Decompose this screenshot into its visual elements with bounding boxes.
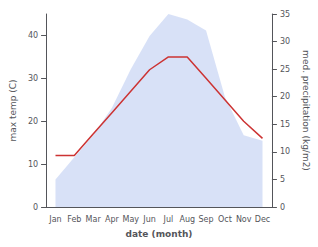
svg-text:35: 35	[280, 10, 290, 19]
svg-text:Dec: Dec	[255, 215, 270, 224]
svg-text:0: 0	[33, 203, 38, 212]
svg-text:15: 15	[280, 120, 290, 129]
svg-text:10: 10	[280, 147, 290, 156]
svg-text:30: 30	[280, 37, 290, 46]
svg-text:20: 20	[280, 92, 290, 101]
svg-text:Jan: Jan	[48, 215, 61, 224]
svg-text:Oct: Oct	[218, 215, 232, 224]
svg-text:med. precipitation (kg/m2): med. precipitation (kg/m2)	[301, 50, 311, 171]
svg-text:40: 40	[28, 31, 38, 40]
svg-text:max temp (C): max temp (C)	[8, 79, 18, 141]
svg-text:Apr: Apr	[105, 215, 120, 224]
svg-text:Feb: Feb	[67, 215, 81, 224]
svg-text:Jul: Jul	[163, 215, 174, 224]
svg-text:25: 25	[280, 65, 290, 74]
svg-text:30: 30	[28, 74, 38, 83]
svg-text:May: May	[122, 215, 139, 224]
svg-text:date (month): date (month)	[126, 229, 193, 239]
svg-text:20: 20	[28, 117, 38, 126]
svg-text:Jun: Jun	[142, 215, 156, 224]
svg-text:Mar: Mar	[86, 215, 102, 224]
svg-text:5: 5	[280, 175, 285, 184]
svg-text:Sep: Sep	[199, 215, 214, 224]
svg-text:Nov: Nov	[236, 215, 252, 224]
svg-text:Aug: Aug	[179, 215, 195, 224]
svg-text:10: 10	[28, 160, 38, 169]
svg-text:0: 0	[280, 203, 285, 212]
